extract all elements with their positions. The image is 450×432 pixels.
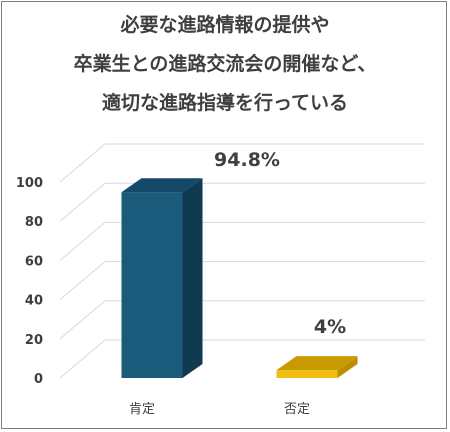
y-tick-label: 100 bbox=[16, 176, 43, 191]
bar-top bbox=[276, 356, 358, 371]
bar bbox=[276, 370, 338, 378]
bar-side bbox=[337, 356, 358, 378]
y-tick-label: 40 bbox=[25, 294, 43, 309]
gridline bbox=[59, 221, 425, 261]
y-tick-label: 80 bbox=[25, 215, 43, 230]
category-label: 肯定 bbox=[129, 402, 155, 417]
category-label: 否定 bbox=[284, 402, 310, 417]
bar-top bbox=[121, 178, 203, 193]
gridline bbox=[59, 339, 425, 379]
y-tick-label: 20 bbox=[25, 333, 43, 348]
data-label: 4% bbox=[314, 316, 346, 338]
y-tick-label: 0 bbox=[34, 372, 43, 387]
gridline bbox=[59, 143, 425, 183]
bar bbox=[121, 192, 183, 378]
gridline bbox=[59, 300, 425, 340]
gridline bbox=[59, 261, 425, 300]
data-label: 94.8% bbox=[214, 149, 280, 171]
y-tick-label: 60 bbox=[25, 254, 43, 269]
chart-title-line-2: 卒業生との進路交流会の開催など、 bbox=[73, 53, 377, 75]
gridline bbox=[59, 182, 425, 222]
chart-title-line-1: 必要な進路情報の提供や bbox=[120, 14, 330, 36]
chart-title-line-3: 適切な進路指導を行っている bbox=[101, 92, 349, 114]
bar-side bbox=[182, 178, 203, 378]
